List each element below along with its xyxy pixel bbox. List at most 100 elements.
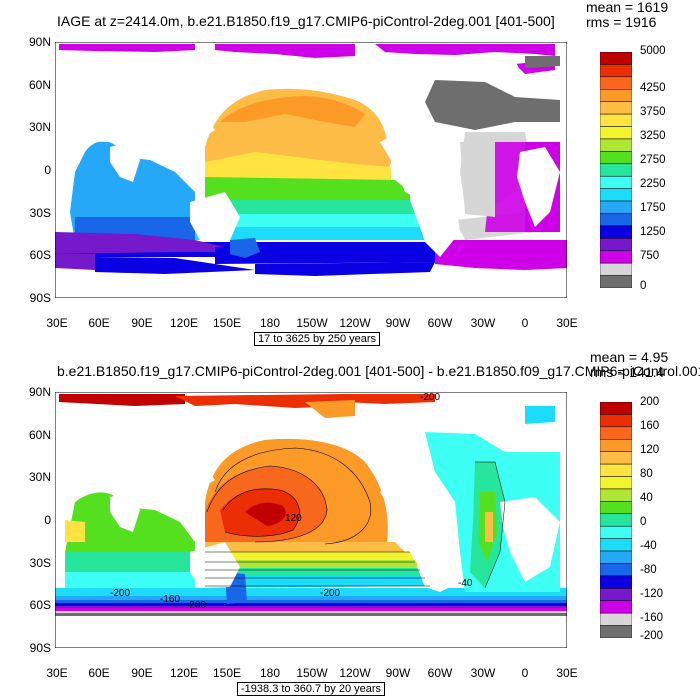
colorbar-swatch [600, 101, 632, 115]
colorbar-swatch [600, 463, 632, 477]
p2-lon-120e: 120E [169, 666, 199, 680]
colorbar-swatch [600, 238, 632, 251]
p2-lon-90w: 90W [385, 666, 411, 680]
colorbar-swatch [600, 402, 632, 415]
panel1-colorbar [600, 52, 632, 288]
panel1-rms: rms = 1916 [586, 14, 657, 30]
cb2-label: 80 [640, 468, 653, 480]
p1-lon-90w: 90W [385, 316, 411, 330]
p2-lon-60w: 60W [427, 666, 453, 680]
p1-lat-30s: 30S [29, 206, 51, 220]
cb1-label: 750 [640, 250, 660, 262]
panel2-map [55, 392, 567, 648]
contour-label: -40 [458, 578, 473, 589]
colorbar-swatch [600, 414, 632, 428]
p1-lon-30e: 30E [46, 316, 68, 330]
p2-lon-180: 180 [259, 666, 281, 680]
cb2-label: 200 [640, 396, 660, 408]
colorbar-swatch [600, 538, 632, 552]
p1-lon-30w: 30W [470, 316, 496, 330]
colorbar-swatch [600, 550, 632, 564]
cb1-label: 5000 [640, 45, 666, 57]
p2-lat-0: 0 [44, 513, 51, 527]
panel2-colorbar [600, 402, 632, 638]
panel2-mean: mean = 4.95 [590, 349, 669, 365]
colorbar-swatch [600, 501, 632, 515]
colorbar-swatch [600, 439, 632, 452]
colorbar-swatch [600, 488, 632, 502]
cb1-label: 3250 [640, 130, 666, 142]
cb1-label: 4250 [640, 82, 666, 94]
p2-lon-30e-end: 30E [556, 666, 578, 680]
p1-lat-90s: 90S [29, 291, 51, 305]
p1-lon-60w: 60W [427, 316, 453, 330]
cb2-label: -200 [640, 630, 664, 642]
cb2-label: -80 [640, 564, 657, 576]
p1-lon-30e-end: 30E [556, 316, 578, 330]
colorbar-swatch [600, 64, 632, 78]
colorbar-swatch [600, 163, 632, 177]
colorbar-swatch [600, 575, 632, 589]
contour-label: -200 [110, 588, 131, 599]
p1-lat-30n: 30N [28, 120, 51, 134]
p2-lat-90n: 90N [28, 385, 51, 399]
p2-lon-60e: 60E [88, 666, 110, 680]
panel1-mean: mean = 1619 [586, 0, 669, 15]
cb2-label: 40 [640, 492, 653, 504]
p2-lat-90s: 90S [29, 641, 51, 655]
p2-lon-150e: 150E [212, 666, 242, 680]
panel1-range-note: 17 to 3625 by 250 years [254, 332, 381, 346]
p1-lon-120w: 120W [339, 316, 371, 330]
panel1-title: IAGE at z=2414.0m, b.e21.B1850.f19_g17.C… [57, 13, 555, 29]
colorbar-swatch [600, 625, 632, 638]
colorbar-swatch [600, 89, 632, 102]
colorbar-swatch [600, 525, 632, 539]
colorbar-swatch [600, 476, 632, 490]
p1-lat-60s: 60S [29, 248, 51, 262]
colorbar-swatch [600, 563, 632, 577]
p1-lat-60n: 60N [28, 78, 51, 92]
colorbar-swatch [600, 151, 632, 165]
cb1-label: 0 [640, 280, 647, 292]
colorbar-swatch [600, 275, 632, 288]
colorbar-swatch [600, 200, 632, 214]
colorbar-swatch [600, 262, 632, 276]
cb1-label: 1250 [640, 226, 666, 238]
panel2-title: b.e21.B1850.f19_g17.CMIP6-piControl-2deg… [57, 363, 700, 379]
panel1-map [55, 42, 567, 298]
cb2-label: 160 [640, 420, 660, 432]
p2-lon-30w: 30W [470, 666, 496, 680]
panel2-range-note: -1938.3 to 360.7 by 20 years [237, 682, 386, 696]
colorbar-swatch [600, 175, 632, 189]
cb1-label: 3750 [640, 106, 666, 118]
colorbar-swatch [600, 126, 632, 140]
p1-lon-60e: 60E [88, 316, 110, 330]
colorbar-swatch [600, 600, 632, 614]
p1-lon-150e: 150E [212, 316, 242, 330]
cb1-label: 2750 [640, 154, 666, 166]
cb1-label: 1750 [640, 202, 666, 214]
p2-lat-30s: 30S [29, 556, 51, 570]
p2-lon-150w: 150W [296, 666, 328, 680]
p1-lon-0: 0 [521, 316, 529, 330]
p2-lat-60n: 60N [28, 428, 51, 442]
contour-label: -200 [186, 600, 207, 611]
p2-lon-90e: 90E [131, 666, 153, 680]
colorbar-swatch [600, 612, 632, 626]
colorbar-swatch [600, 113, 632, 127]
p1-lon-150w: 150W [296, 316, 328, 330]
cb2-label: 120 [640, 444, 660, 456]
colorbar-swatch [600, 138, 632, 152]
p2-lon-30e: 30E [46, 666, 68, 680]
colorbar-swatch [600, 426, 632, 440]
p2-lat-60s: 60S [29, 598, 51, 612]
cb2-label: -40 [640, 540, 657, 552]
p2-lon-0: 0 [521, 666, 529, 680]
p2-lon-120w: 120W [339, 666, 371, 680]
colorbar-swatch [600, 588, 632, 601]
colorbar-swatch [600, 188, 632, 202]
contour-label: -200 [420, 392, 441, 403]
contour-label: 120 [285, 513, 302, 524]
cb2-label: -160 [640, 612, 664, 624]
p1-lon-180: 180 [259, 316, 281, 330]
